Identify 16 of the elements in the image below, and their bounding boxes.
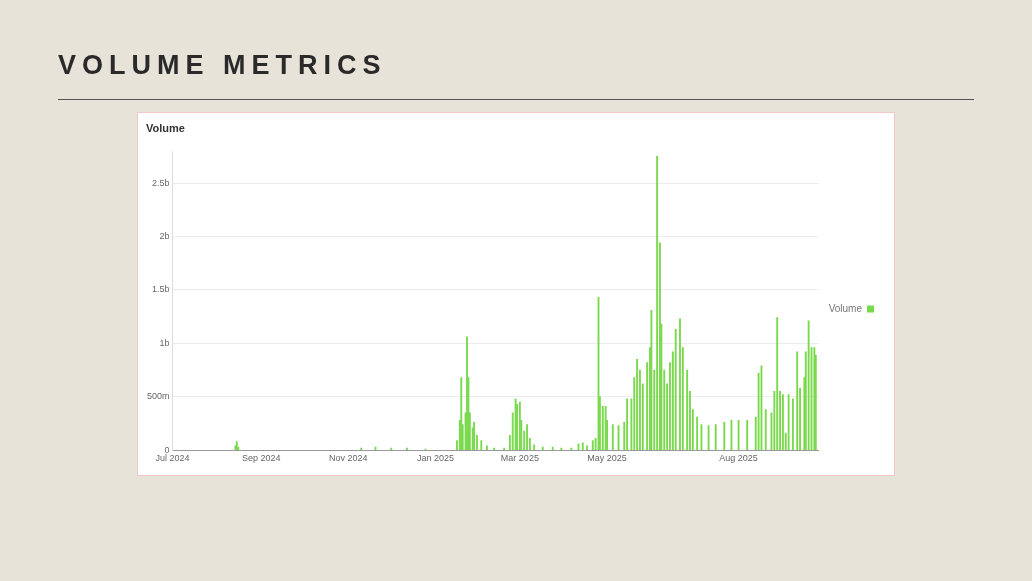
y-tick-label: 2b	[159, 230, 170, 241]
chart-subtitle: Volume	[146, 122, 185, 134]
y-tick-label: 0	[164, 444, 170, 455]
x-tick-label: Jul 2024	[155, 453, 190, 464]
chart-title: VOLUME METRICS	[58, 50, 387, 81]
y-tick-label: 1b	[159, 337, 170, 348]
y-tick-label: 1.5b	[151, 284, 170, 295]
y-tick-label: 2.5b	[151, 177, 170, 188]
x-tick-label: Mar 2025	[500, 453, 539, 464]
x-tick-label: Nov 2024	[329, 453, 368, 464]
x-tick-label: Aug 2025	[719, 453, 758, 464]
y-tick-label: 500m	[147, 391, 170, 402]
x-tick-label: May 2025	[587, 453, 627, 464]
legend-label: Volume	[828, 302, 863, 314]
x-tick-label: Jan 2025	[417, 453, 455, 464]
x-tick-label: Sep 2024	[241, 453, 281, 464]
